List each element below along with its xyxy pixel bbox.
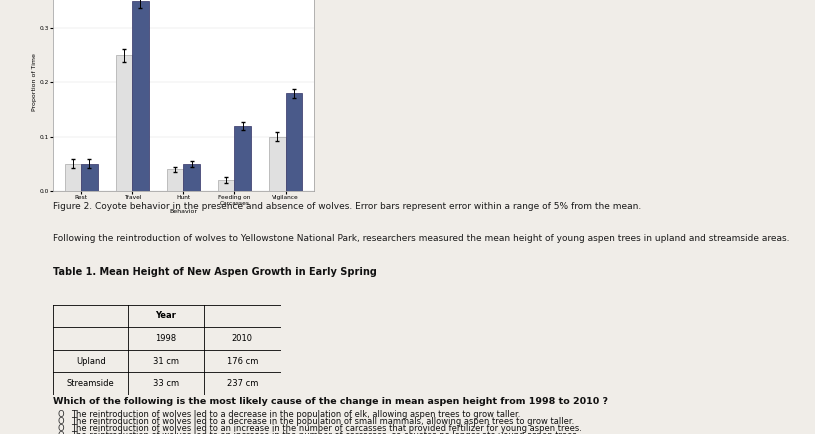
Text: O: O [57,431,64,434]
Text: The reintroduction of wolves led to an increase in the number of carcasses that : The reintroduction of wolves led to an i… [71,424,582,433]
Text: O: O [57,424,64,433]
Text: O: O [57,417,64,426]
Text: 176 cm: 176 cm [227,357,258,365]
Text: The reintroduction of wolves led to a decrease in the population of small mammal: The reintroduction of wolves led to a de… [71,417,574,426]
Bar [116,55,132,191]
Text: Which of the following is the most likely cause of the change in mean aspen heig: Which of the following is the most likel… [53,397,608,406]
Bar [183,164,200,191]
Text: 31 cm: 31 cm [153,357,179,365]
Text: Streamside: Streamside [67,379,114,388]
Text: The reintroduction of wolves led to an increase in the number of carcasses, so c: The reintroduction of wolves led to an i… [71,431,579,434]
Text: O: O [57,410,64,419]
Bar [235,126,251,191]
Text: 1998: 1998 [156,334,177,343]
Bar [218,180,235,191]
Text: Following the reintroduction of wolves to Yellowstone National Park, researchers: Following the reintroduction of wolves t… [53,234,790,243]
Bar [269,137,285,191]
Text: Year: Year [156,312,176,320]
Text: 2010: 2010 [232,334,253,343]
Text: 33 cm: 33 cm [153,379,179,388]
Text: 237 cm: 237 cm [227,379,258,388]
Bar [65,164,82,191]
Bar [167,169,183,191]
Text: Table 1. Mean Height of New Aspen Growth in Early Spring: Table 1. Mean Height of New Aspen Growth… [53,267,377,277]
Bar [82,164,98,191]
Bar [285,93,302,191]
Text: Upland: Upland [76,357,105,365]
X-axis label: Behavior: Behavior [170,209,197,214]
Bar [132,1,148,191]
Text: The reintroduction of wolves led to a decrease in the population of elk, allowin: The reintroduction of wolves led to a de… [71,410,520,419]
Text: Figure 2. Coyote behavior in the presence and absence of wolves. Error bars repr: Figure 2. Coyote behavior in the presenc… [53,202,641,211]
Y-axis label: Proportion of Time: Proportion of Time [32,53,37,112]
